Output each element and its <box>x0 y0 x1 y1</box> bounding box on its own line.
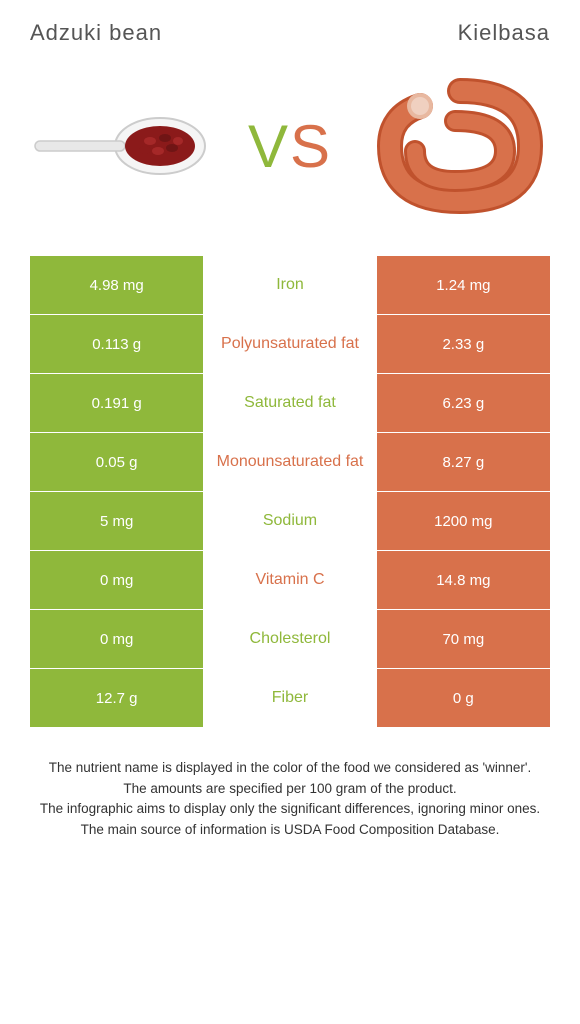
comparison-table: 4.98 mgIron1.24 mg0.113 gPolyunsaturated… <box>0 256 580 728</box>
left-food-title: Adzuki bean <box>30 20 162 46</box>
nutrient-name: Saturated fat <box>203 374 376 432</box>
footer-line: The nutrient name is displayed in the co… <box>25 758 555 778</box>
nutrient-name: Cholesterol <box>203 610 376 668</box>
table-row: 0.05 gMonounsaturated fat8.27 g <box>30 433 550 492</box>
right-value: 2.33 g <box>377 315 550 373</box>
left-value: 12.7 g <box>30 669 203 727</box>
footer-line: The infographic aims to display only the… <box>25 799 555 819</box>
nutrient-name: Iron <box>203 256 376 314</box>
nutrient-name: Polyunsaturated fat <box>203 315 376 373</box>
hero-row: VS <box>0 56 580 256</box>
vs-s: S <box>290 113 332 180</box>
table-row: 0.113 gPolyunsaturated fat2.33 g <box>30 315 550 374</box>
nutrient-name: Vitamin C <box>203 551 376 609</box>
vs-label: VS <box>248 112 332 181</box>
left-value: 5 mg <box>30 492 203 550</box>
right-value: 8.27 g <box>377 433 550 491</box>
footer-line: The amounts are specified per 100 gram o… <box>25 779 555 799</box>
left-value: 0 mg <box>30 551 203 609</box>
right-value: 6.23 g <box>377 374 550 432</box>
right-value: 14.8 mg <box>377 551 550 609</box>
left-value: 0.05 g <box>30 433 203 491</box>
table-row: 0 mgVitamin C14.8 mg <box>30 551 550 610</box>
nutrient-name: Monounsaturated fat <box>203 433 376 491</box>
table-row: 5 mgSodium1200 mg <box>30 492 550 551</box>
right-value: 0 g <box>377 669 550 727</box>
footer-notes: The nutrient name is displayed in the co… <box>0 728 580 839</box>
nutrient-name: Sodium <box>203 492 376 550</box>
left-value: 0.113 g <box>30 315 203 373</box>
right-value: 70 mg <box>377 610 550 668</box>
left-value: 4.98 mg <box>30 256 203 314</box>
header: Adzuki bean Kielbasa <box>0 0 580 56</box>
left-value: 0 mg <box>30 610 203 668</box>
left-value: 0.191 g <box>30 374 203 432</box>
table-row: 4.98 mgIron1.24 mg <box>30 256 550 315</box>
vs-v: V <box>248 113 290 180</box>
table-row: 12.7 gFiber0 g <box>30 669 550 728</box>
right-food-title: Kielbasa <box>458 20 550 46</box>
left-food-image <box>30 76 210 216</box>
table-row: 0.191 gSaturated fat6.23 g <box>30 374 550 433</box>
table-row: 0 mgCholesterol70 mg <box>30 610 550 669</box>
right-value: 1200 mg <box>377 492 550 550</box>
nutrient-name: Fiber <box>203 669 376 727</box>
right-value: 1.24 mg <box>377 256 550 314</box>
footer-line: The main source of information is USDA F… <box>25 820 555 840</box>
right-food-image <box>370 76 550 216</box>
